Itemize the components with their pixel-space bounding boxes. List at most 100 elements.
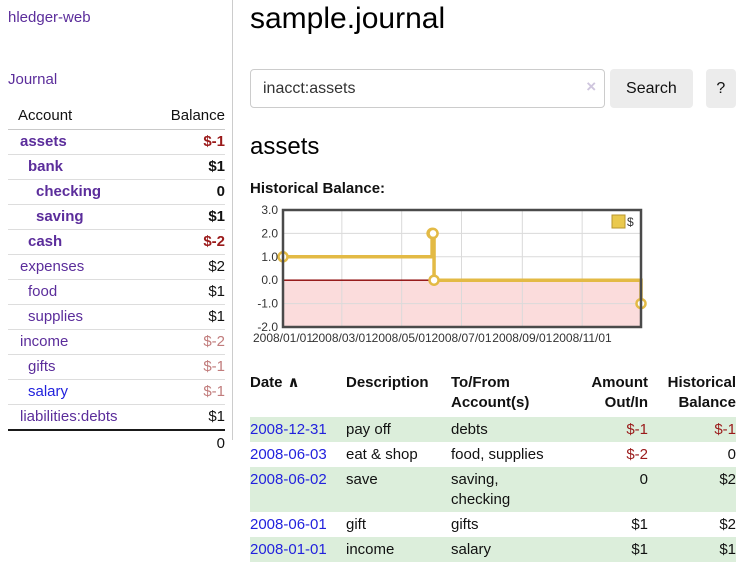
account-balance: $-1 [144,354,225,380]
app-title-link[interactable]: hledger-web [8,9,91,26]
search-box: × [250,69,606,108]
register-row: 2008-06-03 eat & shop food, supplies $-2… [250,442,736,467]
transaction-amount: $1 [631,516,648,533]
register-row: 2008-01-01 income salary $1 $1 [250,537,736,562]
page-title: sample.journal [250,2,446,35]
plot-frame [281,208,643,329]
account-link-bank[interactable]: bank [28,158,64,175]
sidebar-item-journal[interactable]: Journal [8,71,58,88]
y-tick-label: 0.0 [261,273,278,287]
account-balance: $1 [144,279,225,305]
transaction-balance: $2 [648,467,736,512]
account-row-supplies: supplies $1 [8,304,225,330]
account-link-salary[interactable]: salary [28,383,69,400]
account-row-salary: salary $-1 [8,379,225,405]
x-tick-label: 2008/09/01 [492,331,552,345]
historical-balance-chart: $3.0 2.0 1.0 0.0 -1.0 -2.02008/01/012008/03/0… [253,204,647,345]
x-tick-label: 2008/01/01 [253,331,313,345]
y-tick-label: -1.0 [257,297,278,311]
transaction-accounts: debts [451,417,563,442]
transaction-description: gift [346,516,367,533]
account-link-income[interactable]: income [20,333,69,350]
transaction-amount: $-2 [626,446,648,463]
search-form: × Search ? [250,69,737,108]
transaction-description: income [346,537,451,562]
transaction-description: save [346,467,451,512]
transaction-accounts: saving, checking [451,467,563,512]
chart-title: Historical Balance: [250,180,386,197]
account-row-income: income $-2 [8,329,225,355]
x-tick-label: 2008/03/01 [312,331,372,345]
data-point-marker [428,274,440,286]
x-tick-label: 2008/07/01 [431,331,491,345]
account-link-liabilities-debts[interactable]: liabilities:debts [20,408,118,425]
accounts-header-account: Account [8,103,145,130]
account-balance: $-2 [144,329,225,355]
account-row-saving: saving $1 [8,204,225,230]
x-tick-label: 2008/05/01 [372,331,432,345]
transaction-description: pay off [346,417,451,442]
data-point-marker [427,227,439,240]
account-balance: 0 [144,179,225,205]
x-tick-label: 2008/11/01 [553,331,612,345]
account-link-food[interactable]: food [28,283,58,300]
account-row-cash: cash $-2 [8,229,225,255]
register-row: 2008-12-31 pay off debts $-1 $-1 [250,417,736,442]
y-tick-label: 2.0 [261,226,278,240]
accounts-total-row: 0 [8,429,225,456]
transaction-balance: $2 [719,516,736,533]
account-row-checking: checking 0 [8,179,225,205]
account-row-assets: assets $-1 [8,129,225,155]
register-header-balance: Historical Balance [667,374,736,411]
account-link-expenses[interactable]: expenses [20,258,85,275]
sort-ascending-icon: ∧ [287,374,300,391]
account-balance: $1 [144,154,225,180]
sidebar: hledger-web Journal Account Balance asse… [0,0,233,456]
y-tick-label: -2.0 [257,320,278,334]
account-link-cash[interactable]: cash [28,233,63,250]
accounts-total-value: 0 [144,429,225,456]
account-balance: $1 [144,304,225,330]
account-link-checking[interactable]: checking [36,183,102,200]
account-row-gifts: gifts $-1 [8,354,225,380]
transaction-accounts: salary [451,537,563,562]
account-link-assets[interactable]: assets [20,133,67,150]
account-balance: $2 [144,254,225,280]
account-balance: $-1 [144,379,225,405]
help-button[interactable]: ? [705,69,737,108]
transaction-amount: $1 [563,537,648,562]
account-link-saving[interactable]: saving [36,208,84,225]
register-table: Date ∧ Description To/From Account(s) Amou… [250,373,736,562]
accounts-header-row: Account Balance [8,103,225,130]
transaction-accounts: gifts [451,516,479,533]
account-row-food: food $1 [8,279,225,305]
register-header-description: Description [346,374,429,391]
account-link-gifts[interactable]: gifts [28,358,56,375]
transaction-amount: $-1 [563,417,648,442]
app-title: hledger-web [8,9,225,26]
legend-swatch [611,214,626,229]
transaction-date-link[interactable]: 2008-06-02 [250,471,327,488]
register-row: 2008-06-01 gift gifts $1 $2 [250,512,736,537]
transaction-date-link[interactable]: 2008-06-03 [250,446,327,463]
search-button[interactable]: Search [610,69,693,108]
register-header-amount: Amount Out/In [591,374,648,411]
transaction-amount: 0 [563,467,648,512]
account-balance: $1 [144,404,225,430]
main-panel: sample.journal × Search ? assets Histori… [234,0,742,562]
account-link-supplies[interactable]: supplies [28,308,84,325]
transaction-date-link[interactable]: 2008-12-31 [250,421,327,438]
clear-search-icon[interactable]: × [586,77,597,96]
search-input[interactable] [250,69,606,108]
account-balance: $-1 [144,129,225,155]
register-row: 2008-06-02 save saving, checking 0 $2 [250,467,736,512]
transaction-date-link[interactable]: 2008-01-01 [250,541,327,558]
register-header-date[interactable]: Date ∧ [250,374,300,391]
y-tick-label: 3.0 [261,204,278,217]
account-heading: assets [250,133,320,160]
account-row-bank: bank $1 [8,154,225,180]
transaction-balance: $-1 [648,417,736,442]
transaction-date-link[interactable]: 2008-06-01 [250,516,327,533]
transaction-balance: $1 [648,537,736,562]
account-row-liabilities-debts: liabilities:debts $1 [8,404,225,430]
